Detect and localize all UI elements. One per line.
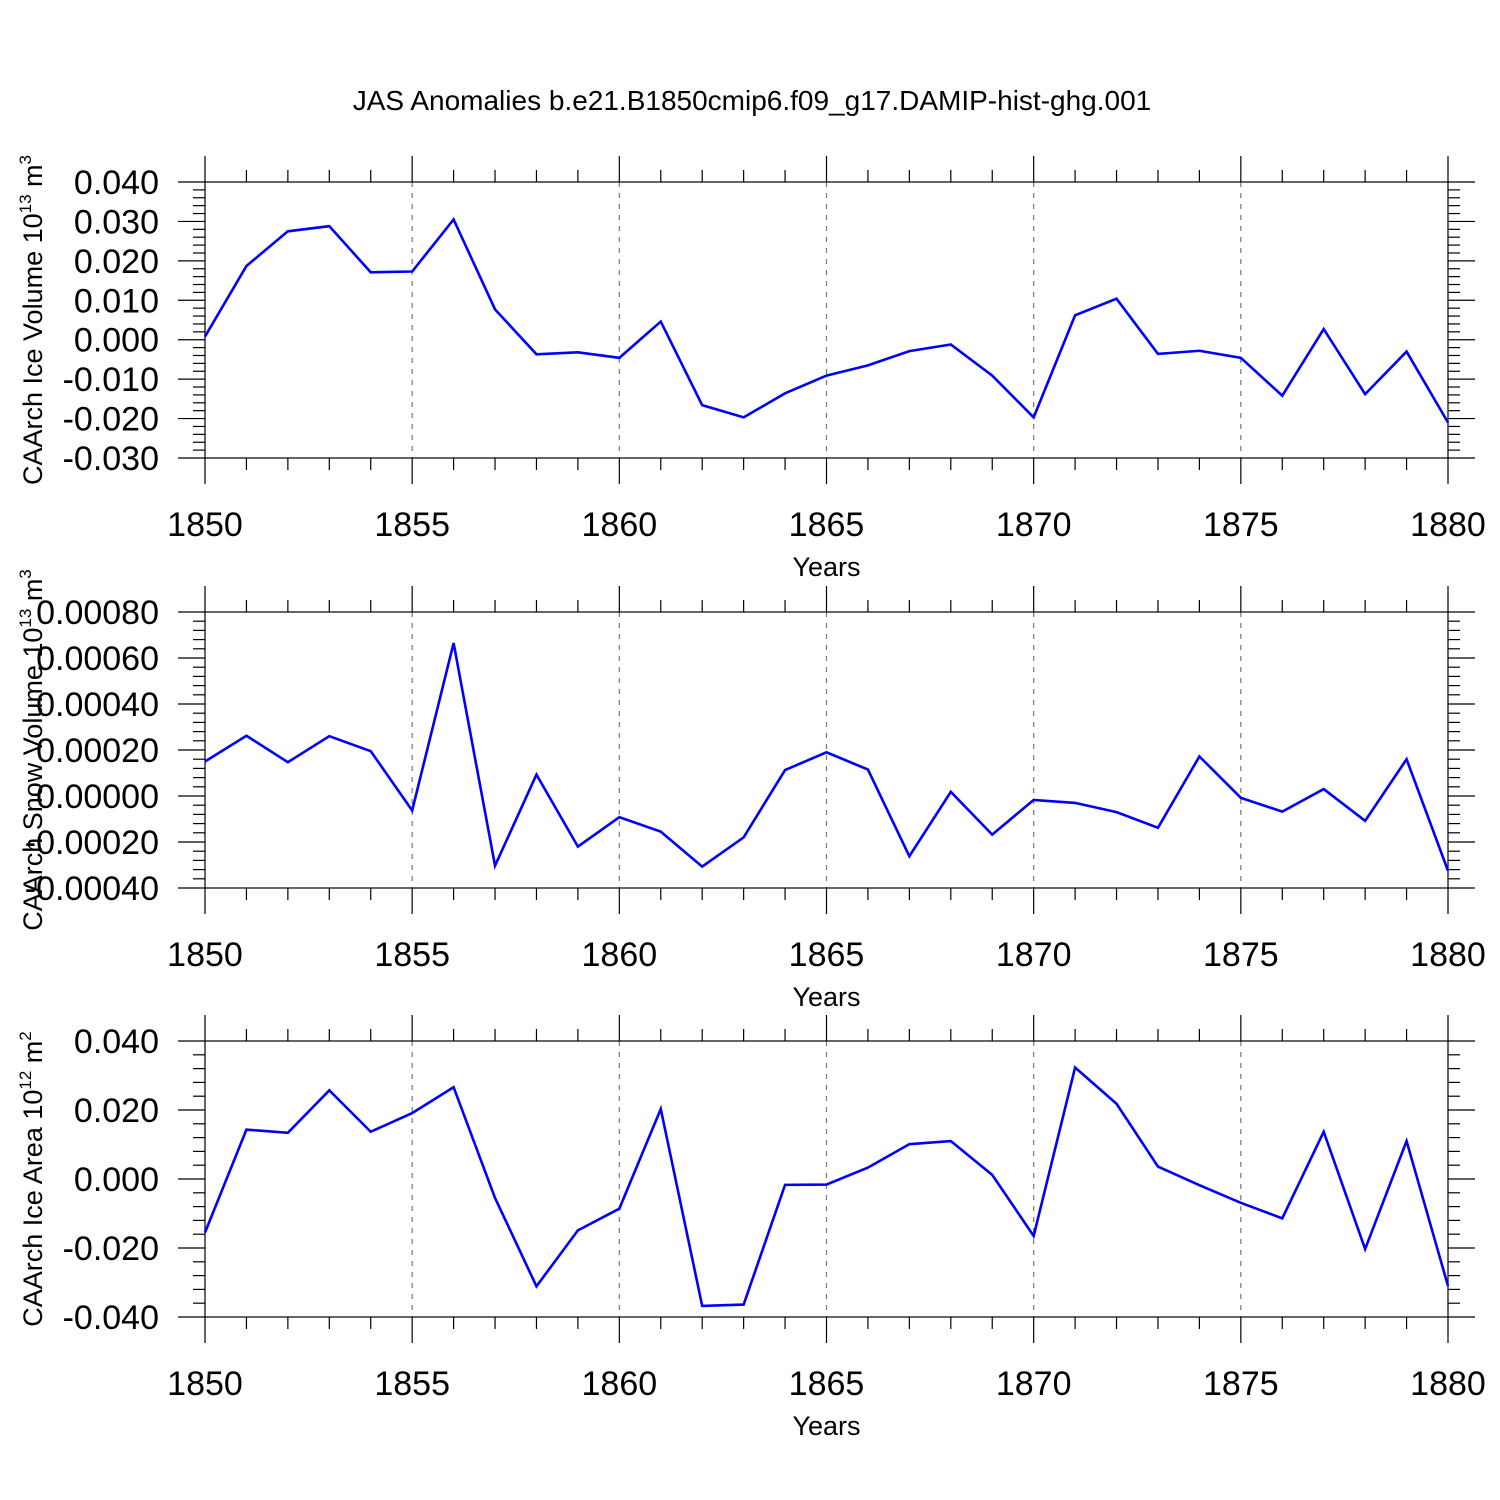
y-axis-label: CAArch Ice Area 1012 m2 xyxy=(16,1031,48,1327)
y-tick-label: 0.00040 xyxy=(36,686,159,724)
chart-panel-3: 1850 1855 1860 1865 1870 1875 1880 -0.040 -0.020… xyxy=(16,1015,1486,1441)
x-tick-label: 1880 xyxy=(1410,506,1486,544)
x-tick-label: 1855 xyxy=(374,936,450,974)
y-tick-label: 0.00020 xyxy=(36,732,159,770)
y-tick-label: -0.010 xyxy=(63,361,159,399)
y-tick-label: 0.040 xyxy=(74,1023,159,1061)
x-axis-label: Years xyxy=(792,982,860,1012)
x-tick-label: 1875 xyxy=(1203,1365,1279,1403)
series-line xyxy=(203,216,1450,424)
series-line xyxy=(204,642,1450,872)
x-tick-label: 1860 xyxy=(582,506,658,544)
plot-frame xyxy=(204,1040,1449,1318)
y-tick-label: -0.030 xyxy=(63,440,159,478)
x-tick-label: 1880 xyxy=(1410,1365,1486,1403)
y-axis-label: CAArch Ice Volume 1013 m3 xyxy=(16,155,48,485)
y-tick-label: 0.000 xyxy=(74,1161,159,1199)
x-tick-label: 1870 xyxy=(996,506,1072,544)
x-axis-label: Years xyxy=(792,552,860,582)
y-tick-label: 0.010 xyxy=(74,282,159,320)
y-tick-label: 0.040 xyxy=(74,164,159,202)
x-tick-label: 1860 xyxy=(582,1365,658,1403)
x-tick-label: 1865 xyxy=(789,1365,865,1403)
x-tick-label: 1875 xyxy=(1203,936,1279,974)
y-tick-label: -0.020 xyxy=(63,1230,159,1268)
y-tick-label: -0.040 xyxy=(63,1299,159,1337)
chart-panel-1: 1850 1855 1860 1865 1870 1875 1880 -0.030-0.020… xyxy=(16,155,1486,582)
x-tick-label: 1865 xyxy=(789,936,865,974)
x-tick-label: 1880 xyxy=(1410,936,1486,974)
x-tick-label: 1855 xyxy=(374,506,450,544)
y-axis-label: CAArch Snow Volume 1013 m3 xyxy=(16,569,48,931)
x-tick-label: 1850 xyxy=(167,506,243,544)
plot-frame xyxy=(204,611,1449,889)
plot-frame xyxy=(204,181,1449,459)
x-axis-label: Years xyxy=(792,1411,860,1441)
y-tick-label: 0.020 xyxy=(74,1092,159,1130)
x-tick-label: 1860 xyxy=(582,936,658,974)
y-tick-label: 0.020 xyxy=(74,243,159,281)
x-tick-label: 1870 xyxy=(996,1365,1072,1403)
x-tick-label: 1850 xyxy=(167,936,243,974)
series-line xyxy=(203,1065,1450,1308)
y-tick-label: 0.000 xyxy=(74,322,159,360)
x-tick-label: 1870 xyxy=(996,936,1072,974)
chart-title: JAS Anomalies b.e21.B1850cmip6.f09_g17.D… xyxy=(353,85,1151,116)
y-tick-label: 0.00060 xyxy=(36,640,159,678)
y-tick-label: 0.030 xyxy=(74,203,159,241)
x-tick-label: 1850 xyxy=(167,1365,243,1403)
y-tick-label: -0.020 xyxy=(63,401,159,439)
x-tick-label: 1855 xyxy=(374,1365,450,1403)
x-tick-label: 1875 xyxy=(1203,506,1279,544)
y-tick-label: 0.00080 xyxy=(36,594,159,632)
chart-panel-2: 1850 1855 1860 1865 1870 1875 1880 -0.00040 -0.0… xyxy=(16,569,1486,1012)
x-tick-label: 1865 xyxy=(789,506,865,544)
panels: 1850 1855 1860 1865 1870 1875 1880-0.030-0.020… xyxy=(16,155,1486,1441)
y-tick-label: -0.00040 xyxy=(25,870,159,908)
y-tick-label: 0.00000 xyxy=(36,778,159,816)
y-tick-label: -0.00020 xyxy=(25,824,159,862)
